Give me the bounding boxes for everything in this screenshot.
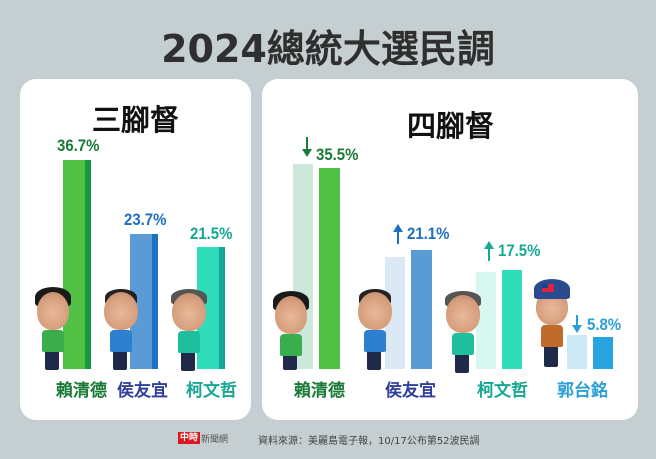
value-label-kuo: 5.8% [587,315,622,334]
candidate-name-ko: 柯文哲 [186,381,237,401]
candidate-name-hou: 侯友宜 [385,381,436,401]
bar-kuo [593,337,613,369]
logo-text: 新聞網 [201,435,229,445]
source-note: 資料來源：美麗島電子報，10/17公布第52波民調 [258,436,480,447]
value-label-lai: 35.5% [316,145,359,164]
logo-box: 中時 [178,432,201,444]
value-label-hou: 23.7% [124,210,167,229]
value-label-ko: 21.5% [190,224,233,243]
ghost-bar-kuo [567,335,587,369]
panel-title: 四腳督 [407,109,495,143]
ghost-bar-hou [385,257,405,369]
arrow-up-icon [484,241,494,261]
bar-lai [319,168,340,369]
bar-ko [502,270,522,369]
bar-hou [411,250,432,369]
arrow-down-icon [302,137,312,157]
value-label-hou: 21.1% [407,224,450,243]
panel-title: 三腳督 [92,103,180,137]
candidate-name-ko: 柯文哲 [477,381,528,401]
ghost-bar-ko [476,272,496,369]
candidate-name-kuo: 郭台銘 [557,381,608,401]
candidate-name-hou: 侯友宜 [117,381,168,401]
value-label-lai: 36.7% [57,136,100,155]
candidate-name-lai: 賴清德 [56,381,107,401]
page-title: 2024總統大選民調 [161,27,495,71]
panel-three-way: 三腳督 36.7% 賴清德 23.7% 侯友宜 21.5% 柯文哲 [20,79,251,420]
panel-four-way: 四腳督 35.5% 賴清德 21.1% 侯友宜 17.5% 柯文哲 5.8% [262,79,638,420]
bar-lai [63,160,91,369]
candidate-name-lai: 賴清德 [294,381,345,401]
arrow-down-icon [572,315,582,333]
value-label-ko: 17.5% [498,241,541,260]
arrow-up-icon [393,224,403,244]
